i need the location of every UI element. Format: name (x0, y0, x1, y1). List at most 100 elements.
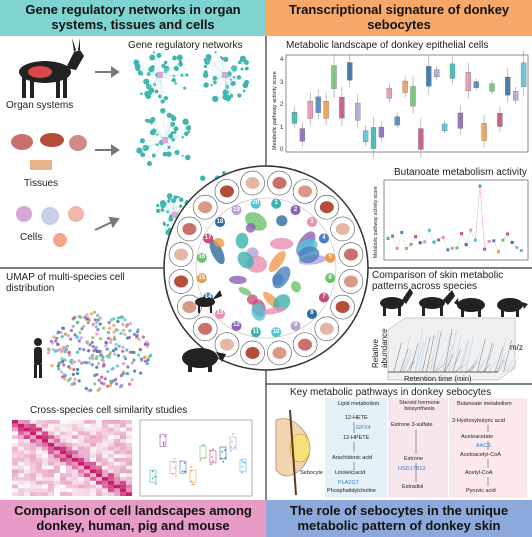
graphic (478, 309, 481, 317)
circle-number: 10 (272, 328, 280, 335)
graphic (215, 217, 226, 228)
graphic (80, 327, 84, 331)
graphic (66, 488, 72, 492)
graphic (468, 359, 477, 373)
graphic (36, 420, 42, 424)
graphic (231, 205, 242, 216)
graphic (173, 126, 179, 132)
graphic (95, 355, 99, 359)
graphic (299, 128, 306, 142)
graphic (166, 193, 173, 199)
graphic (48, 492, 54, 496)
graphic (135, 335, 139, 339)
graphic (164, 118, 174, 141)
graphic (16, 206, 32, 222)
graphic (56, 330, 61, 334)
graphic (233, 446, 236, 449)
graphic (298, 246, 320, 264)
graphic (78, 435, 84, 439)
graphic (108, 480, 114, 485)
graphic (157, 72, 163, 78)
graphic (85, 313, 89, 317)
graphic (30, 76, 34, 98)
graphic (30, 450, 36, 455)
y-tick-label: 3 (280, 79, 284, 86)
graphic (208, 364, 212, 372)
graphic (114, 435, 120, 439)
graphic (493, 240, 499, 252)
graphic (84, 477, 90, 481)
graphic (162, 110, 166, 141)
graphic (429, 230, 435, 243)
graphic (111, 349, 116, 353)
label: Organ systems (6, 100, 74, 111)
graphic (60, 466, 66, 470)
graphic (111, 66, 120, 78)
graphic (78, 473, 84, 477)
graphic (54, 450, 60, 455)
graphic (90, 484, 96, 489)
graphic (232, 433, 234, 435)
graphic (97, 361, 101, 366)
graphic (487, 361, 497, 373)
graphic (18, 461, 24, 466)
graphic (422, 336, 431, 373)
graphic (120, 477, 126, 481)
enzyme: AACS (476, 443, 491, 449)
graphic (108, 458, 114, 462)
graphic (18, 450, 24, 455)
graphic (114, 420, 120, 424)
graphic (73, 377, 77, 381)
graphic (48, 439, 54, 443)
graphic (182, 222, 197, 235)
graphic (36, 477, 42, 481)
graphic (121, 315, 125, 319)
graphic (418, 128, 424, 150)
graphic-group (34, 288, 528, 378)
graphic (84, 446, 90, 451)
graphic (250, 198, 261, 209)
graphic (319, 322, 334, 335)
graphic (84, 465, 90, 470)
graphic (12, 484, 18, 489)
graphic (90, 442, 96, 447)
graphic (72, 473, 78, 477)
graphic (114, 431, 120, 436)
graphic (60, 450, 66, 455)
graphic (66, 484, 72, 489)
graphic (151, 128, 157, 133)
circle-number: 4 (322, 234, 326, 241)
graphic (162, 202, 167, 206)
graphic (78, 347, 82, 351)
graphic (386, 88, 392, 99)
graphic (96, 465, 102, 470)
graphic (224, 74, 240, 96)
graphic (36, 450, 42, 455)
graphic (331, 65, 337, 89)
graphic (18, 488, 24, 493)
graphic (72, 458, 78, 462)
metabolite: Estrone 3-sulfate (391, 422, 433, 428)
graphic (102, 439, 108, 443)
graphic (236, 75, 242, 80)
graphic (60, 357, 64, 361)
graphic (102, 382, 106, 386)
graphic (174, 248, 189, 261)
graphic (11, 134, 33, 150)
graphic (158, 55, 161, 76)
graphic (477, 339, 486, 373)
graphic (24, 454, 30, 458)
graphic (325, 398, 387, 498)
graphic (114, 473, 120, 477)
graphic (465, 230, 472, 245)
graphic (245, 222, 256, 233)
graphic (171, 115, 177, 122)
graphic (84, 473, 90, 477)
graphic (84, 454, 90, 458)
graphic (394, 116, 400, 126)
graphic (12, 423, 18, 428)
graphic (98, 353, 103, 357)
graphic (36, 465, 42, 470)
graphic (245, 346, 260, 359)
graphic-group (19, 38, 84, 98)
